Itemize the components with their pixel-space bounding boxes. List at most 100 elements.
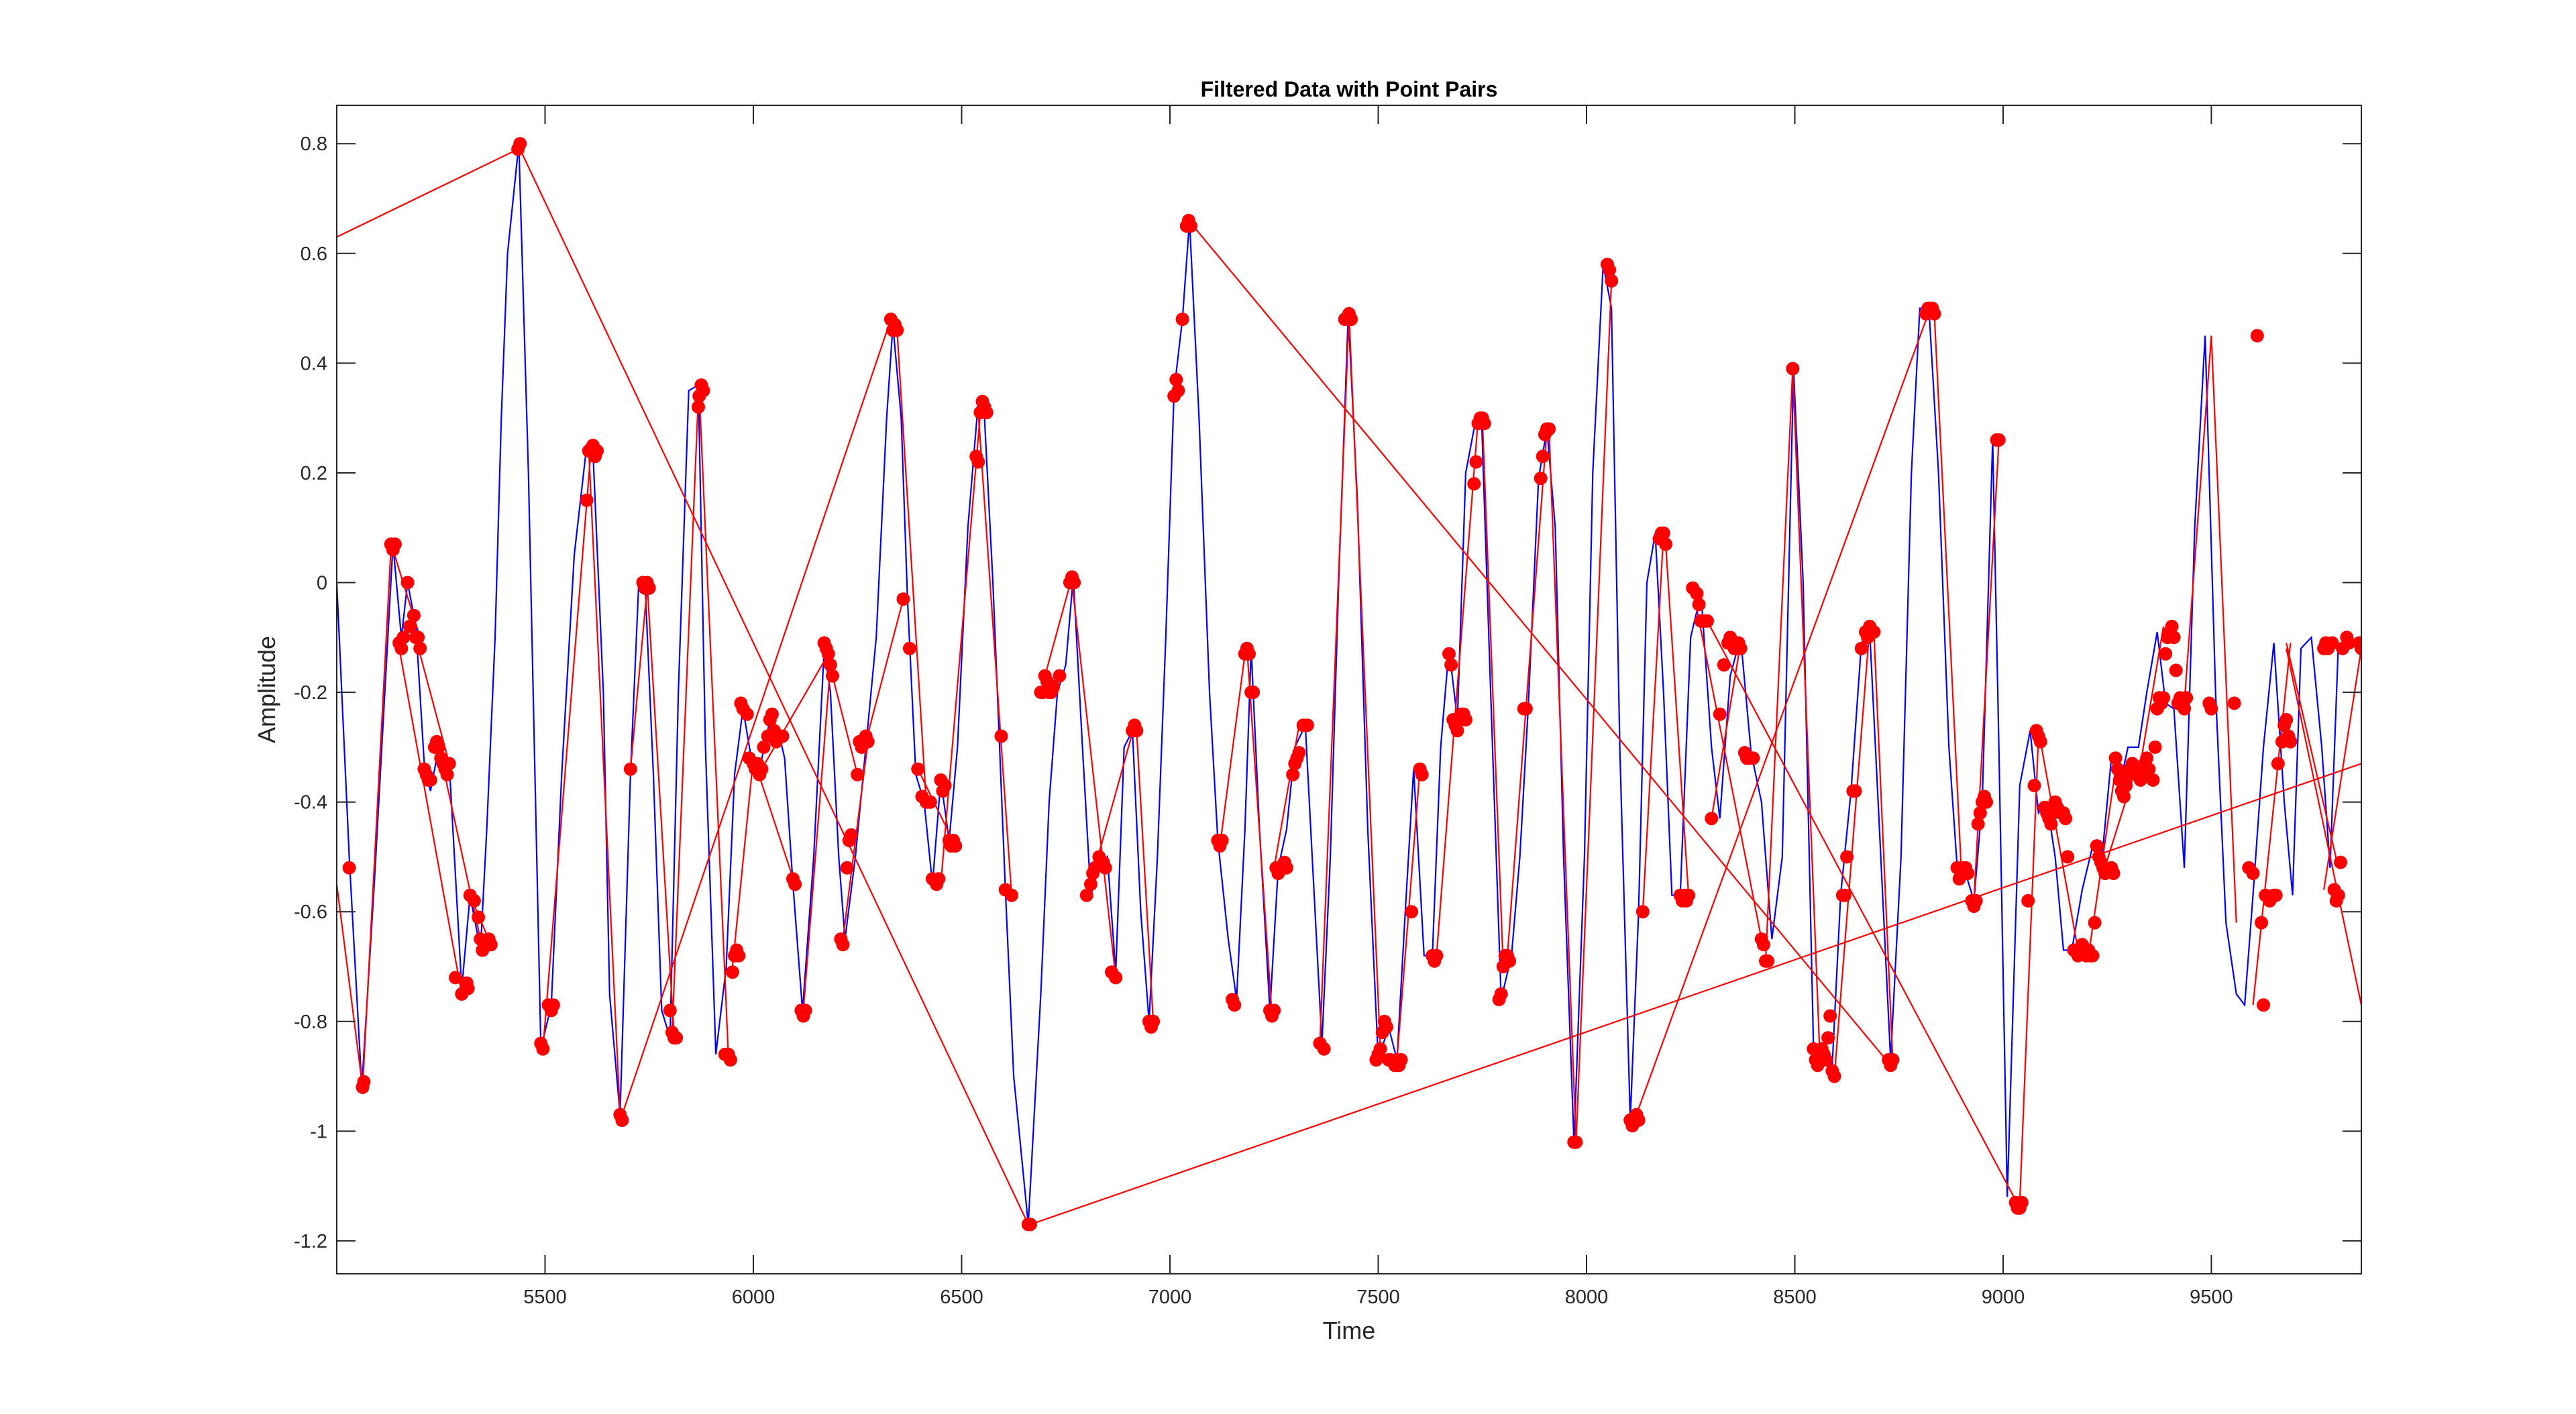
point-marker — [2178, 702, 2192, 716]
series-layer — [337, 137, 2361, 1232]
x-tick-label: 6000 — [732, 1287, 775, 1308]
point-marker — [407, 608, 421, 622]
point-marker — [1246, 686, 1260, 700]
point-pair-line — [1136, 730, 1155, 1022]
point-pair-line — [1833, 626, 1871, 1077]
point-marker — [1682, 888, 1696, 902]
point-marker — [1184, 219, 1197, 233]
point-marker — [442, 757, 456, 771]
point-marker — [1717, 658, 1731, 672]
point-pair-line — [1481, 418, 1504, 967]
point-marker — [2148, 740, 2162, 754]
point-marker — [979, 406, 994, 419]
point-pair-line — [1631, 308, 1931, 1126]
point-marker — [1228, 998, 1242, 1012]
point-pair-line — [1044, 577, 1073, 676]
point-marker — [1838, 888, 1851, 902]
point-pair-line — [1642, 533, 1664, 912]
point-marker — [1079, 888, 1093, 902]
point-marker — [1394, 1053, 1408, 1067]
point-pair-line — [1246, 648, 1273, 1016]
point-pair-line — [2139, 626, 2165, 764]
point-pair-line — [831, 675, 859, 775]
point-pair-line — [542, 451, 592, 1049]
point-marker — [2355, 641, 2361, 655]
point-marker — [2061, 850, 2075, 864]
point-marker — [396, 631, 411, 645]
y-tick-label: -0.6 — [294, 902, 327, 923]
point-marker — [432, 740, 446, 754]
point-marker — [2033, 735, 2047, 749]
x-tick-label: 6500 — [940, 1287, 983, 1308]
point-pair-line — [1707, 620, 2021, 1209]
point-marker — [2086, 948, 2100, 963]
point-pair-line — [1575, 280, 1613, 1142]
x-tick-label: 8500 — [1773, 1287, 1817, 1308]
point-marker — [1973, 806, 1987, 820]
point-marker — [1023, 1217, 1037, 1232]
point-marker — [2257, 998, 2271, 1012]
point-marker — [1659, 537, 1672, 551]
point-marker — [1886, 1053, 1900, 1067]
point-marker — [1109, 971, 1123, 985]
point-marker — [2269, 888, 2283, 902]
point-marker — [2140, 751, 2154, 765]
point-pair-line — [917, 769, 957, 847]
point-marker — [411, 631, 425, 645]
point-marker — [2106, 867, 2121, 880]
point-pair-line — [646, 582, 676, 1038]
axes-layer: 5500 6000 6500 7000 7500 8000 8500 9000 9500 0.8 0… — [294, 105, 2362, 1308]
point-pair-line — [1094, 724, 1136, 869]
point-marker — [1286, 767, 1300, 781]
point-marker — [1692, 598, 1706, 612]
point-marker — [1442, 647, 1456, 661]
point-pair-line — [629, 588, 648, 769]
point-pair-line — [2210, 335, 2237, 923]
point-marker — [546, 998, 560, 1012]
point-marker — [2180, 691, 2194, 705]
point-marker — [1344, 313, 1358, 326]
point-marker — [536, 1042, 550, 1056]
x-tick-label: 9000 — [1982, 1287, 2025, 1308]
point-marker — [1840, 850, 1854, 864]
point-marker — [1450, 724, 1464, 738]
point-marker — [2090, 839, 2104, 853]
point-marker — [1300, 718, 1314, 732]
point-pair-line — [896, 330, 927, 802]
point-pair-line — [1071, 582, 1117, 978]
point-pair-line — [1506, 429, 1548, 956]
point-marker — [725, 965, 739, 979]
point-marker — [342, 861, 356, 875]
point-marker — [2110, 762, 2125, 776]
point-marker — [1631, 1113, 1646, 1127]
point-marker — [2284, 735, 2298, 749]
point-marker — [890, 323, 904, 337]
point-marker — [413, 641, 427, 655]
point-marker — [1242, 647, 1256, 661]
point-marker — [400, 576, 415, 590]
point-marker — [732, 948, 746, 963]
point-pair-line — [1436, 418, 1479, 956]
point-marker — [2119, 779, 2133, 793]
point-pair-line — [621, 319, 892, 1116]
point-marker — [861, 735, 875, 749]
point-marker — [2117, 790, 2131, 804]
point-marker — [1005, 888, 1018, 902]
point-marker — [1175, 313, 1189, 326]
y-tick-label: 0.2 — [301, 463, 327, 484]
point-marker — [1415, 767, 1429, 781]
point-marker — [1971, 817, 1985, 831]
point-marker — [971, 455, 985, 469]
point-marker — [2342, 636, 2356, 650]
x-tick-label: 8000 — [1565, 1287, 1609, 1308]
point-pair-line — [731, 758, 755, 967]
point-marker — [1756, 938, 1770, 952]
point-marker — [1705, 812, 1719, 826]
point-marker — [1477, 417, 1491, 431]
point-marker — [1292, 746, 1306, 760]
point-marker — [2246, 867, 2260, 880]
x-tick-label: 9500 — [2190, 1287, 2233, 1308]
point-marker — [1084, 877, 1097, 891]
point-marker — [1519, 702, 1533, 716]
point-marker — [2015, 1195, 2029, 1209]
